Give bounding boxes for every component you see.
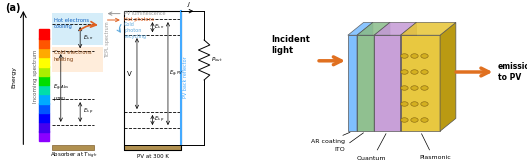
Bar xyxy=(40,85,49,94)
Circle shape xyxy=(411,86,418,90)
Bar xyxy=(40,131,49,141)
Bar xyxy=(40,48,49,57)
Circle shape xyxy=(421,54,428,58)
Text: emission
to PV: emission to PV xyxy=(498,62,527,82)
Polygon shape xyxy=(357,35,374,131)
Text: Hot electrons
cooling: Hot electrons cooling xyxy=(54,18,89,29)
Circle shape xyxy=(421,118,428,122)
Text: Cold
photon
recycling: Cold photon recycling xyxy=(124,22,146,39)
Text: Incoming spectrum: Incoming spectrum xyxy=(33,50,38,104)
Bar xyxy=(52,145,94,150)
Circle shape xyxy=(421,86,428,90)
Text: PV luminescence: PV luminescence xyxy=(124,11,165,16)
Text: Energy: Energy xyxy=(12,66,17,88)
Bar xyxy=(124,145,181,150)
Bar xyxy=(52,47,103,72)
Text: $J$: $J$ xyxy=(186,0,191,9)
Text: ITO: ITO xyxy=(335,133,364,152)
Polygon shape xyxy=(348,22,373,35)
Text: PV back reflector: PV back reflector xyxy=(183,56,189,98)
Bar xyxy=(40,103,49,113)
Bar xyxy=(40,122,49,132)
Text: AR coating: AR coating xyxy=(311,132,350,144)
Bar xyxy=(40,113,49,122)
Text: (a): (a) xyxy=(5,3,21,13)
Text: $E_{t,p}$: $E_{t,p}$ xyxy=(83,107,94,117)
Polygon shape xyxy=(374,22,416,35)
Circle shape xyxy=(411,70,418,74)
Polygon shape xyxy=(374,22,390,131)
Bar xyxy=(124,11,181,150)
Text: TEPL spectrum: TEPL spectrum xyxy=(105,22,110,58)
Text: $P_{out}$: $P_{out}$ xyxy=(211,56,223,64)
Bar xyxy=(52,13,103,45)
Circle shape xyxy=(411,102,418,106)
Text: Absorber at $T_{high}$: Absorber at $T_{high}$ xyxy=(50,151,97,160)
Bar xyxy=(40,57,49,67)
Circle shape xyxy=(401,54,408,58)
Polygon shape xyxy=(348,35,357,131)
Circle shape xyxy=(421,102,428,106)
Circle shape xyxy=(411,54,418,58)
Text: V: V xyxy=(127,71,132,77)
Circle shape xyxy=(401,70,408,74)
Polygon shape xyxy=(401,22,416,131)
Text: Plasmonic
structure: Plasmonic structure xyxy=(419,134,451,160)
Polygon shape xyxy=(440,22,456,131)
Text: $E_{t,n}$: $E_{t,n}$ xyxy=(83,33,93,42)
Bar xyxy=(40,29,49,39)
Text: $E_{g,PV}$: $E_{g,PV}$ xyxy=(169,68,184,79)
Text: Incident
light: Incident light xyxy=(271,35,310,55)
Bar xyxy=(40,76,49,85)
Text: Quantum
dots: Quantum dots xyxy=(357,134,386,160)
Text: $E_{g,Abs}$: $E_{g,Abs}$ xyxy=(53,83,69,93)
Polygon shape xyxy=(374,35,401,131)
Text: $E_{t,n}$: $E_{t,n}$ xyxy=(154,23,164,31)
Text: $\mu_{TEPL}$: $\mu_{TEPL}$ xyxy=(53,95,66,103)
Circle shape xyxy=(421,70,428,74)
Bar xyxy=(40,38,49,48)
Polygon shape xyxy=(401,35,440,131)
Bar xyxy=(40,94,49,104)
Circle shape xyxy=(401,118,408,122)
Circle shape xyxy=(411,118,418,122)
Polygon shape xyxy=(357,22,373,131)
Bar xyxy=(40,66,49,76)
Text: Hot photons: Hot photons xyxy=(124,17,154,23)
Circle shape xyxy=(401,102,408,106)
Polygon shape xyxy=(357,22,390,35)
Text: PV at 300 K: PV at 300 K xyxy=(136,153,169,159)
Text: $E_{t,p}$: $E_{t,p}$ xyxy=(154,115,164,125)
Polygon shape xyxy=(401,22,456,35)
Text: Cold electrons
heating: Cold electrons heating xyxy=(54,50,92,62)
Circle shape xyxy=(401,86,408,90)
